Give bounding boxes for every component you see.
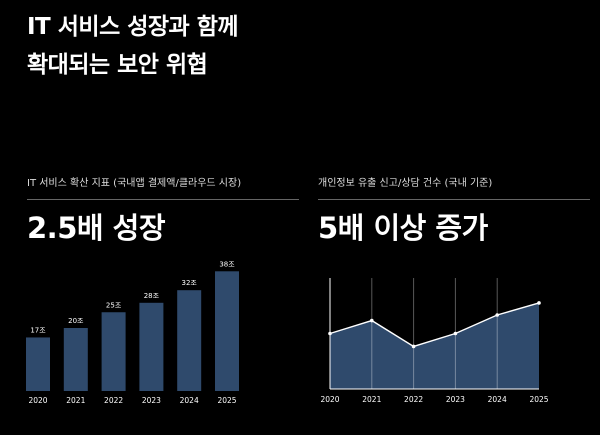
area-chart: 2020 2021 2022 2023 2024 2025 [320, 278, 549, 404]
headline-line-1: IT 서비스 성장과 함께 [27, 14, 239, 40]
bar-data-label: 20조 [68, 317, 84, 325]
right-panel: 개인정보 유출 신고/상담 건수 (국내 기준) 5배 이상 증가 [318, 176, 590, 246]
x-tick-label: 2022 [104, 396, 123, 405]
bar-2024 [177, 290, 202, 391]
bar-2022 [101, 312, 126, 391]
point-2021 [370, 318, 374, 323]
left-panel-big-text: 2.5배 성장 [27, 211, 166, 245]
right-panel-label: 개인정보 유출 신고/상담 건수 (국내 기준) [318, 178, 493, 189]
x-tick-label: 2022 [404, 395, 423, 404]
point-2024 [495, 313, 499, 317]
point-2020 [328, 331, 332, 336]
x-tick-label: 2023 [142, 396, 161, 405]
bar-2025 [215, 271, 239, 391]
left-panel-divider [27, 199, 299, 200]
x-tick-label: 2023 [446, 395, 465, 404]
bar-2020 [26, 337, 50, 391]
left-panel: IT 서비스 확산 지표 (국내앱 결제액/클라우드 시장) 2.5배 성장 [27, 176, 299, 246]
x-tick-label: 2021 [362, 395, 381, 404]
bar-data-label: 25조 [106, 301, 122, 309]
bar-data-label: 17조 [30, 326, 46, 334]
bar-2023 [139, 302, 164, 391]
x-tick-label: 2024 [180, 396, 199, 405]
x-tick-label: 2020 [28, 396, 47, 405]
left-panel-label: IT 서비스 확산 지표 (국내앱 결제액/클라우드 시장) [27, 178, 242, 189]
point-2023 [453, 331, 458, 336]
bar-chart: 17조 2020 20조 2021 25조 2022 28조 2023 32조 2024 38조 20… [26, 260, 239, 405]
point-2022 [411, 344, 416, 349]
area-fill [330, 302, 539, 389]
right-panel-divider [318, 199, 590, 200]
bar-data-label: 28조 [144, 292, 160, 300]
point-2025 [537, 301, 541, 305]
x-tick-label: 2020 [320, 395, 339, 404]
right-panel-big-text: 5배 이상 증가 [318, 211, 488, 245]
x-tick-label: 2025 [529, 395, 548, 404]
series-line [329, 302, 540, 348]
page-headline: IT 서비스 성장과 함께 확대되는 보안 위협 [27, 8, 239, 84]
x-tick-label: 2025 [217, 396, 236, 405]
x-tick-label: 2021 [66, 396, 85, 405]
bar-data-label: 38조 [219, 260, 235, 268]
x-tick-label: 2024 [488, 395, 507, 404]
headline-line-2: 확대되는 보안 위협 [27, 52, 208, 78]
bar-data-label: 32조 [182, 279, 198, 287]
bar-2021 [63, 328, 88, 391]
